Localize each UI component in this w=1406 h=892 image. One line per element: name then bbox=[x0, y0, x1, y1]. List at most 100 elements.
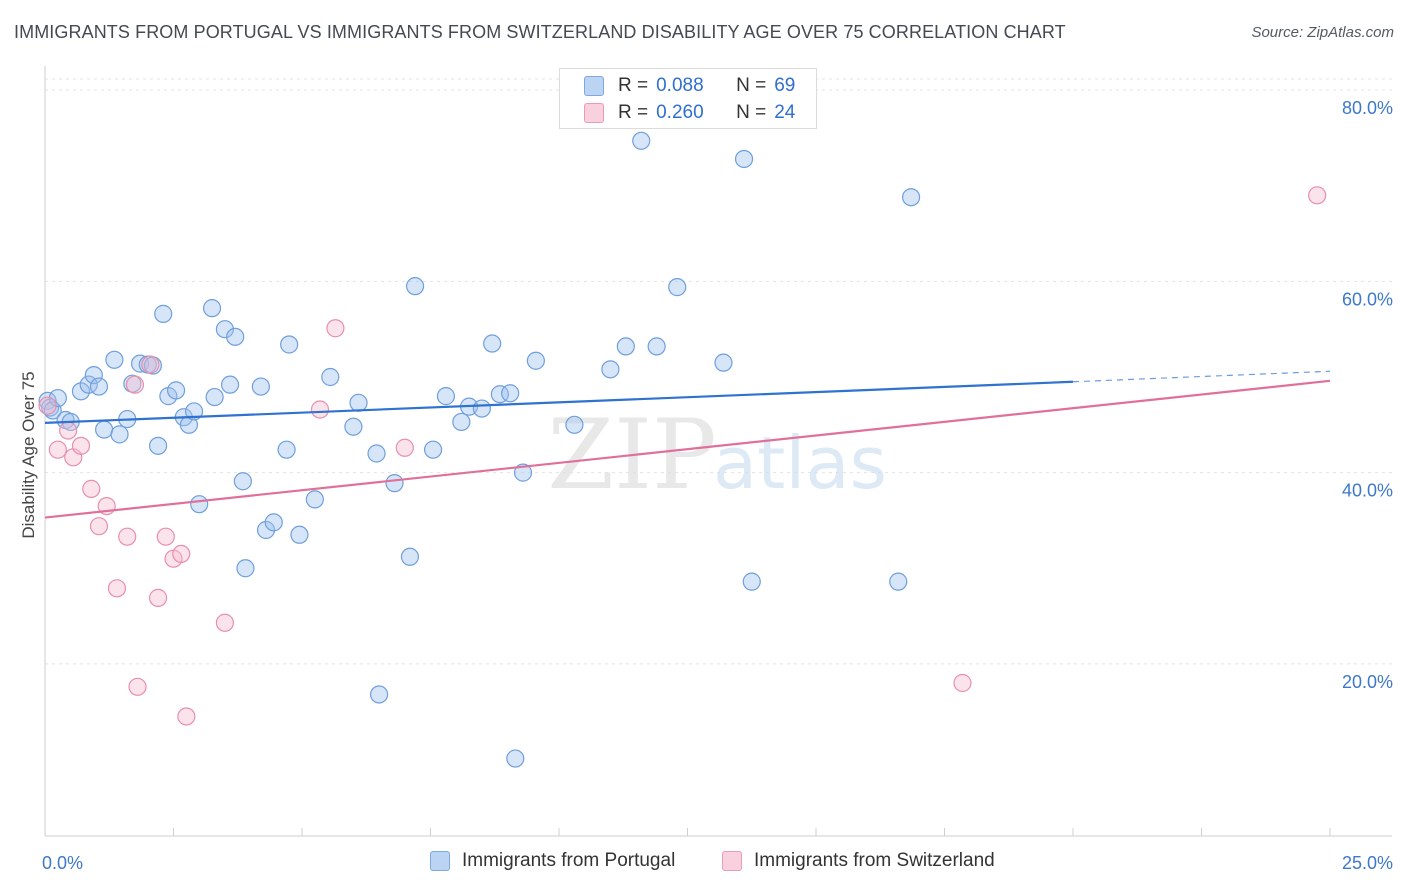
data-point bbox=[107, 579, 127, 598]
legend-r-value: 0.260 bbox=[656, 102, 704, 123]
data-point bbox=[714, 353, 733, 372]
data-point bbox=[256, 520, 276, 540]
data-point bbox=[616, 337, 635, 356]
axes bbox=[44, 66, 1392, 837]
data-point bbox=[472, 399, 491, 418]
data-point bbox=[59, 421, 78, 440]
data-point bbox=[226, 327, 245, 346]
legend-swatch-portugal bbox=[584, 76, 604, 96]
y-tick-label: 40.0% bbox=[1342, 481, 1393, 501]
tick-labels: 20.0% 40.0% 60.0% 80.0% 0.0% 25.0% bbox=[42, 98, 1393, 873]
data-point bbox=[148, 436, 168, 455]
data-point bbox=[202, 299, 222, 318]
source-label: Source: ZipAtlas.com bbox=[1251, 24, 1394, 41]
data-point bbox=[889, 572, 908, 591]
legend-stats: R = 0.088 N = 69 R = 0.260 N = 24 bbox=[559, 68, 817, 129]
data-point bbox=[141, 355, 160, 374]
data-point bbox=[89, 517, 109, 536]
data-point bbox=[632, 131, 651, 150]
legend-n-label: N = bbox=[736, 75, 767, 96]
data-point bbox=[526, 351, 545, 370]
legend-swatch-portugal bbox=[430, 851, 450, 871]
data-point bbox=[344, 417, 363, 436]
trend-line-switzerland bbox=[44, 379, 1331, 519]
data-point bbox=[483, 334, 502, 353]
data-point bbox=[166, 381, 186, 400]
data-point bbox=[38, 396, 57, 415]
data-point bbox=[236, 559, 255, 578]
data-point bbox=[953, 673, 972, 693]
data-point bbox=[71, 436, 91, 455]
data-point bbox=[501, 384, 520, 403]
data-point bbox=[305, 490, 324, 509]
data-point bbox=[647, 337, 666, 356]
data-point bbox=[400, 547, 420, 566]
data-point bbox=[734, 149, 754, 169]
data-point bbox=[215, 613, 234, 632]
data-point bbox=[215, 320, 234, 339]
data-point bbox=[367, 444, 386, 463]
y-tick-label: 60.0% bbox=[1342, 289, 1393, 309]
legend-row-switzerland: R = 0.260 N = 24 bbox=[584, 100, 796, 126]
x-tick-label: 0.0% bbox=[42, 853, 83, 873]
watermark-atlas: atlas bbox=[713, 421, 887, 505]
data-point bbox=[172, 544, 191, 564]
trend-line-portugal bbox=[44, 380, 1074, 424]
data-point bbox=[233, 472, 252, 491]
legend-label-portugal: Immigrants from Portugal bbox=[462, 850, 676, 871]
data-point bbox=[1308, 186, 1327, 205]
data-point bbox=[128, 677, 147, 696]
legend-n-value: 69 bbox=[774, 75, 796, 96]
data-point bbox=[89, 377, 109, 396]
data-point bbox=[264, 513, 283, 532]
data-point bbox=[395, 438, 414, 457]
data-point bbox=[154, 304, 173, 323]
series-switzerland-points bbox=[38, 186, 1327, 726]
data-point bbox=[48, 440, 67, 459]
data-point bbox=[901, 188, 921, 207]
trend-lines bbox=[44, 370, 1331, 519]
data-point bbox=[41, 398, 60, 417]
legend-r-value: 0.088 bbox=[656, 75, 704, 96]
data-point bbox=[220, 375, 240, 394]
legend-r-label: R = bbox=[618, 102, 649, 123]
data-point bbox=[84, 365, 103, 385]
data-point bbox=[668, 278, 687, 297]
data-point bbox=[321, 367, 340, 387]
legend-item-switzerland[interactable]: Immigrants from Switzerland bbox=[722, 850, 995, 872]
legend-n-value: 24 bbox=[774, 102, 796, 123]
legend-swatch-switzerland bbox=[584, 103, 604, 123]
legend-n-label: N = bbox=[736, 102, 767, 123]
data-point bbox=[452, 412, 471, 432]
x-tick-label: 25.0% bbox=[1342, 853, 1393, 873]
data-point bbox=[251, 377, 270, 396]
legend-r-label: R = bbox=[618, 75, 649, 96]
data-point bbox=[125, 375, 145, 394]
y-tick-label: 20.0% bbox=[1342, 672, 1393, 692]
data-point bbox=[190, 495, 209, 514]
legend-series: Immigrants from Portugal Immigrants from… bbox=[0, 850, 1406, 878]
data-point bbox=[326, 319, 345, 338]
data-point bbox=[370, 685, 389, 704]
data-point bbox=[349, 393, 368, 412]
data-point bbox=[156, 527, 175, 546]
data-point bbox=[82, 479, 101, 498]
data-point bbox=[423, 440, 443, 459]
data-point bbox=[310, 400, 330, 419]
data-point bbox=[506, 749, 525, 768]
data-point bbox=[385, 474, 404, 493]
y-tick-label: 80.0% bbox=[1342, 98, 1393, 118]
legend-swatch-switzerland bbox=[722, 851, 742, 871]
data-point bbox=[205, 387, 224, 407]
legend-item-portugal[interactable]: Immigrants from Portugal bbox=[430, 850, 675, 872]
data-point bbox=[290, 525, 309, 544]
data-point bbox=[565, 415, 584, 434]
data-point bbox=[118, 527, 137, 546]
data-point bbox=[148, 588, 168, 607]
data-point bbox=[601, 360, 620, 379]
data-point bbox=[48, 388, 67, 408]
watermark: ZIP atlas bbox=[547, 399, 887, 511]
data-point bbox=[742, 572, 761, 591]
chart-title: IMMIGRANTS FROM PORTUGAL VS IMMIGRANTS F… bbox=[14, 22, 1066, 42]
